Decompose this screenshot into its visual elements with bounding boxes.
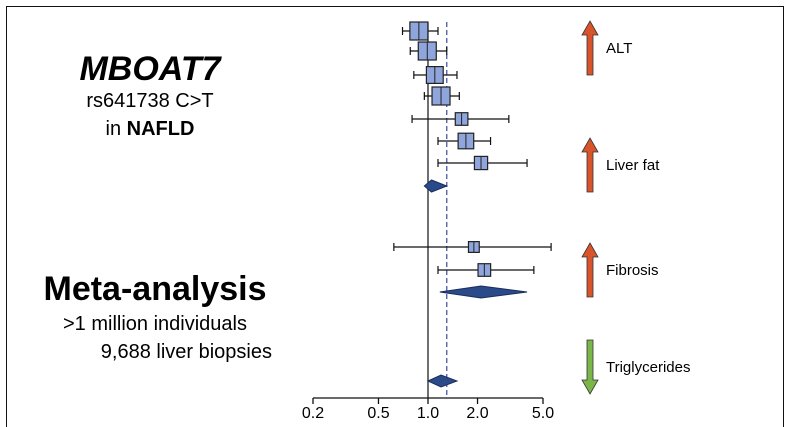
cohort-bold: NAFLD [126,118,195,140]
pooled-diamond [423,179,449,193]
up-arrow-icon [581,20,599,76]
trait-label: Liver fat [606,157,660,174]
cohort-prefix: in [105,118,127,140]
biopsies-count: 9,688 liver biopsies [100,341,272,363]
gene-name: MBOAT7 [79,50,221,88]
figure-frame [6,6,784,427]
individuals-count: >1 million individuals [63,313,247,335]
x-tick-label: 0.2 [302,405,324,422]
x-tick-label: 0.5 [367,405,389,422]
x-tick-label: 2.0 [466,405,488,422]
x-tick-label: 5.0 [532,405,554,422]
pooled-diamond [439,285,528,299]
x-tick-label: 1.0 [417,405,439,422]
trait-label: ALT [606,40,632,57]
meta-analysis-title: Meta-analysis [43,270,267,308]
up-arrow-icon [581,137,599,193]
down-arrow-icon [581,339,599,395]
up-arrow-icon [581,242,599,298]
cohort-label: in NAFLD [40,118,260,141]
trait-label: Triglycerides [606,359,690,376]
trait-label: Fibrosis [606,262,659,279]
variant-label: rs641738 C>T [86,90,214,112]
pooled-diamond [426,374,459,388]
